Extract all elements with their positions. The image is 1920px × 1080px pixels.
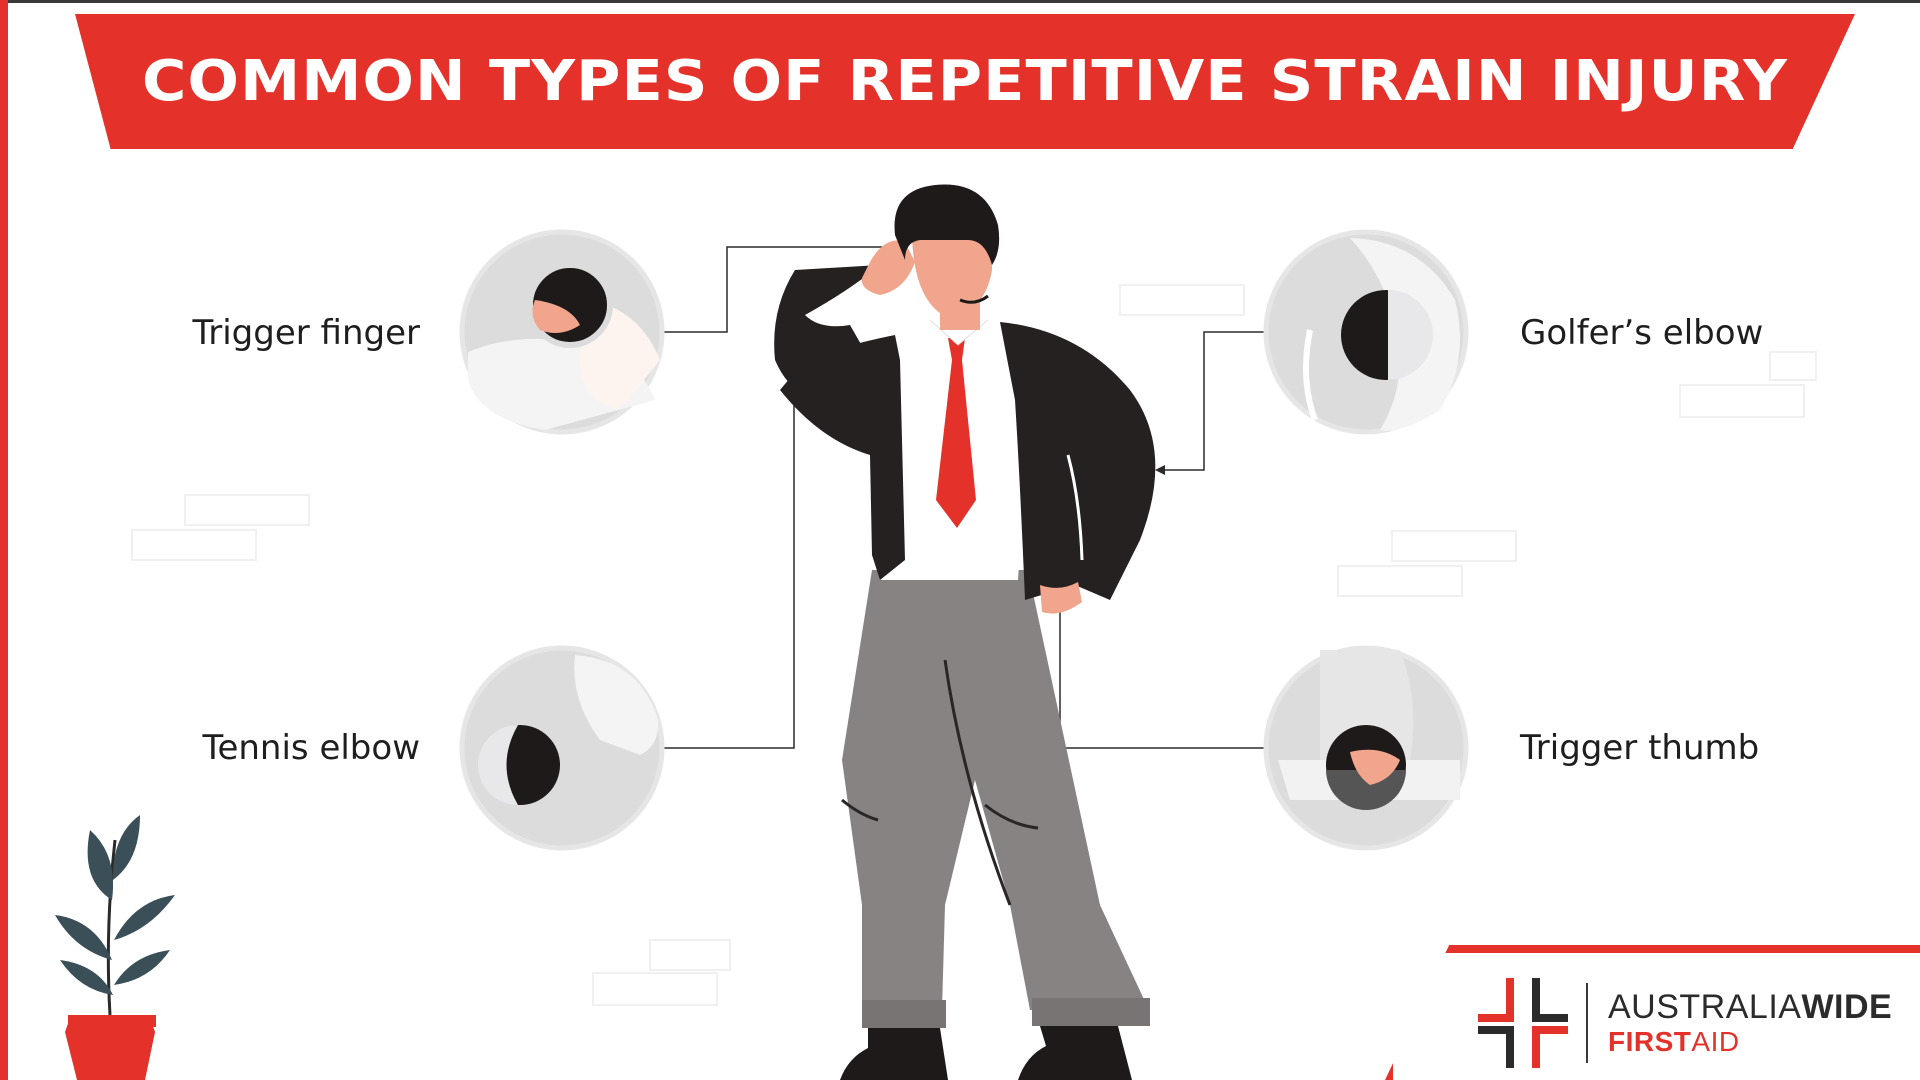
logo-band — [1385, 945, 1920, 1080]
person-tie — [936, 338, 976, 528]
circle-trigger-thumb — [1263, 645, 1469, 851]
logo-text: AUSTRALIAWIDE FIRSTAID — [1608, 990, 1892, 1056]
logo-divider — [1586, 983, 1588, 1063]
person-jacket-right — [1000, 322, 1156, 600]
top-border — [0, 0, 1920, 3]
person-face — [911, 220, 992, 318]
person-hand-hip — [1040, 582, 1082, 614]
brand-logo: AUSTRALIAWIDE FIRSTAID — [1478, 978, 1908, 1068]
person-shoe-right — [1018, 1026, 1132, 1080]
first-aid-cross-icon — [1478, 978, 1568, 1068]
title-banner: COMMON TYPES OF REPETITIVE STRAIN INJURY — [75, 14, 1855, 149]
label-trigger-thumb: Trigger thumb — [1520, 728, 1760, 768]
page-title: COMMON TYPES OF REPETITIVE STRAIN INJURY — [142, 49, 1788, 114]
label-trigger-finger: Trigger finger — [192, 313, 420, 353]
person-hand-head — [861, 240, 915, 295]
person-shoe-left — [840, 1028, 948, 1080]
faint-decorative-boxes — [131, 284, 1817, 1006]
logo-word-first: FIRST — [1608, 1026, 1692, 1057]
logo-word-australia: AUSTRALIA — [1608, 988, 1802, 1026]
circle-trigger-finger — [459, 229, 665, 435]
person-figure — [774, 184, 1156, 1080]
logo-line-1: AUSTRALIAWIDE — [1608, 990, 1892, 1024]
person-pants — [842, 570, 1148, 1010]
logo-word-wide: WIDE — [1801, 988, 1893, 1026]
logo-word-aid: AID — [1691, 1026, 1740, 1057]
label-tennis-elbow: Tennis elbow — [202, 728, 420, 768]
label-golfers-elbow: Golfer’s elbow — [1520, 313, 1764, 353]
circle-tennis-elbow — [459, 645, 665, 851]
plant-icon — [55, 815, 175, 1080]
circle-golfers-elbow — [1263, 229, 1469, 435]
person-raised-arm — [774, 265, 880, 400]
left-border — [0, 0, 8, 1080]
person-hair — [894, 184, 1000, 265]
logo-line-2: FIRSTAID — [1608, 1028, 1892, 1056]
